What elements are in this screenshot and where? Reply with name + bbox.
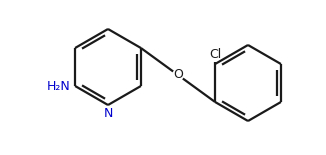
Text: N: N <box>103 107 113 120</box>
Text: H₂N: H₂N <box>46 80 70 93</box>
Text: Cl: Cl <box>209 48 221 61</box>
Text: O: O <box>173 69 183 82</box>
